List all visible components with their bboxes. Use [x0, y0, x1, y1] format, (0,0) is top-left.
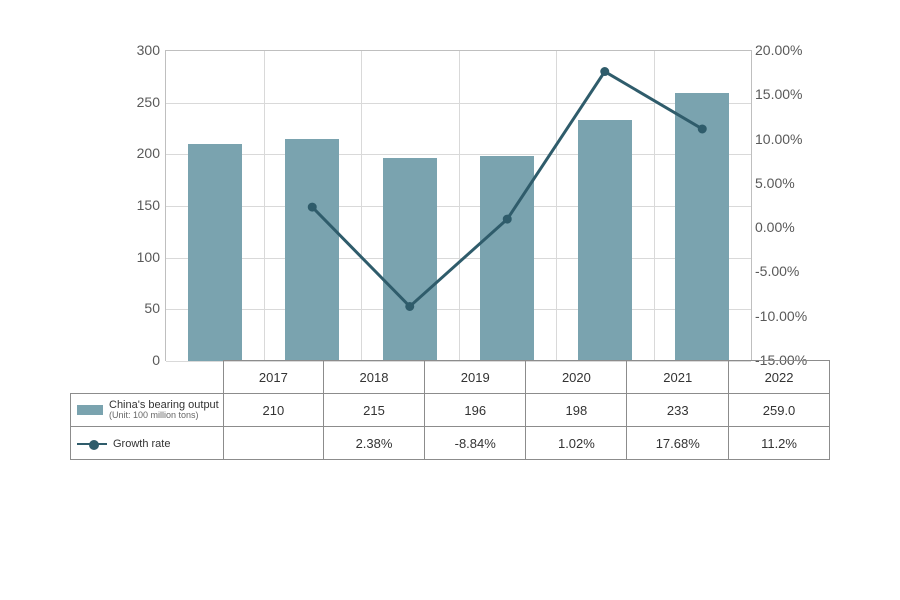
line-value-cell: 1.02%: [526, 427, 627, 460]
plot-area: [165, 50, 752, 361]
line-marker: [698, 125, 706, 133]
bar-value-cell: 196: [425, 394, 526, 427]
y-right-tick: -10.00%: [755, 308, 825, 324]
bar-value-cell: 233: [627, 394, 729, 427]
bar-value-cell: 210: [223, 394, 323, 427]
legend-bar: China's bearing output(Unit: 100 million…: [71, 394, 224, 427]
category-cell: 2017: [223, 361, 323, 394]
y-right-tick: 5.00%: [755, 175, 825, 191]
line-marker: [406, 302, 414, 310]
line-value-cell: 11.2%: [729, 427, 830, 460]
legend-line: Growth rate: [71, 427, 224, 460]
line-swatch-icon: [77, 437, 107, 451]
bar-swatch-icon: [77, 405, 103, 415]
bar-value-cell: 259.0: [729, 394, 830, 427]
chart-container: 050100150200250300 -15.00%-10.00%-5.00%0…: [70, 50, 830, 550]
line-value-cell: 2.38%: [324, 427, 425, 460]
line-value-cell: [223, 427, 323, 460]
line-value-cell: 17.68%: [627, 427, 729, 460]
y-right-tick: 10.00%: [755, 131, 825, 147]
legend-bar-unit: (Unit: 100 million tons): [109, 411, 219, 421]
y-right-tick: -5.00%: [755, 263, 825, 279]
category-cell: 2019: [425, 361, 526, 394]
category-cell: 2018: [324, 361, 425, 394]
y-left-tick: 150: [100, 197, 160, 213]
category-cell: 2020: [526, 361, 627, 394]
y-left-tick: 50: [100, 300, 160, 316]
category-cell: 2021: [627, 361, 729, 394]
y-left-tick: 200: [100, 145, 160, 161]
growth-line: [312, 72, 702, 307]
line-marker: [503, 215, 511, 223]
line-marker: [601, 68, 609, 76]
line-value-cell: -8.84%: [425, 427, 526, 460]
legend-line-label: Growth rate: [113, 438, 170, 450]
line-marker: [308, 203, 316, 211]
y-right-tick: 20.00%: [755, 42, 825, 58]
y-left-tick: 300: [100, 42, 160, 58]
y-left-tick: 100: [100, 249, 160, 265]
line-series: [166, 51, 751, 361]
category-cell: 2022: [729, 361, 830, 394]
y-right-tick: 0.00%: [755, 219, 825, 235]
y-right-tick: 15.00%: [755, 86, 825, 102]
data-table: 201720182019202020212022 China's bearing…: [70, 360, 830, 460]
y-left-tick: 250: [100, 94, 160, 110]
bar-value-cell: 215: [324, 394, 425, 427]
bar-value-cell: 198: [526, 394, 627, 427]
